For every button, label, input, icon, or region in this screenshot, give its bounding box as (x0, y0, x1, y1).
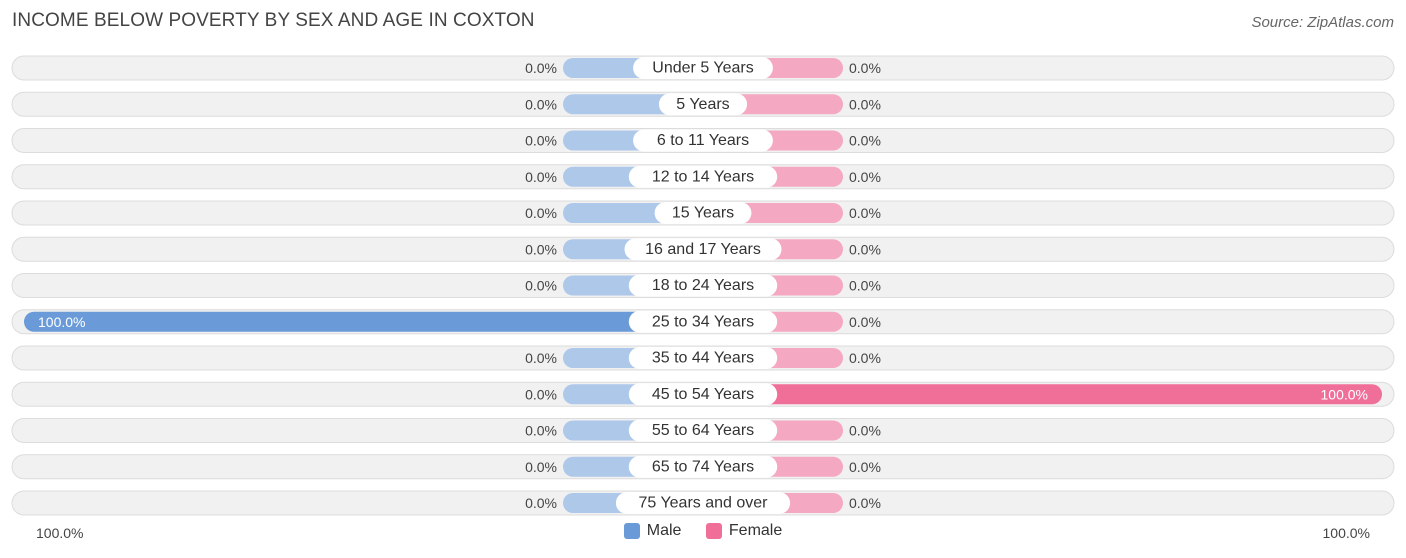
value-label-female: 0.0% (849, 495, 881, 511)
category-pill (654, 202, 752, 224)
value-label-male: 0.0% (525, 350, 557, 366)
value-label-female: 0.0% (849, 423, 881, 439)
category-label: 55 to 64 Years (652, 422, 754, 439)
value-label-male: 0.0% (525, 60, 557, 76)
value-label-male: 0.0% (525, 278, 557, 294)
category-pill (633, 129, 773, 152)
value-label-male: 100.0% (38, 314, 85, 330)
diverging-bar-chart: 0.0% 0.0% Under 5 Years 0.0% 0.0% 5 Years 0.0%… (11, 55, 1395, 516)
category-pill (628, 310, 778, 333)
legend: Male Female (0, 522, 1406, 544)
category-label: 12 to 14 Years (652, 168, 754, 185)
value-label-male: 0.0% (525, 423, 557, 439)
category-label: 16 and 17 Years (645, 241, 761, 258)
axis-right-label: 100.0% (1322, 525, 1370, 541)
category-label: 6 to 11 Years (657, 132, 749, 149)
category-label: 75 Years and over (639, 495, 769, 512)
value-label-female: 0.0% (849, 314, 881, 330)
category-label: 65 to 74 Years (652, 458, 754, 475)
legend-item-female: Female (705, 522, 783, 540)
value-label-female: 0.0% (849, 241, 881, 257)
category-label: 18 to 24 Years (652, 277, 754, 294)
value-label-male: 0.0% (525, 386, 557, 402)
category-pill (633, 57, 773, 79)
value-label-female: 0.0% (849, 205, 881, 221)
value-label-male: 0.0% (525, 133, 557, 149)
category-label: 5 Years (676, 96, 729, 113)
category-label: 45 to 54 Years (652, 386, 754, 403)
bar-female (703, 384, 1382, 405)
legend-label-male: Male (646, 522, 682, 539)
category-label: 25 to 34 Years (652, 313, 754, 330)
value-label-female: 0.0% (849, 60, 881, 76)
category-pill (658, 93, 748, 116)
legend-swatch-female (705, 523, 722, 539)
chart-title: INCOME BELOW POVERTY BY SEX AND AGE IN C… (12, 10, 535, 31)
bar-male (24, 311, 703, 332)
value-label-female: 0.0% (849, 459, 881, 475)
value-label-male: 0.0% (525, 241, 557, 257)
legend-item-male: Male (623, 522, 682, 540)
value-label-female: 0.0% (849, 350, 881, 366)
value-label-female: 0.0% (849, 169, 881, 185)
category-pill (628, 419, 778, 442)
category-pill (615, 492, 791, 514)
value-label-male: 0.0% (525, 495, 557, 511)
category-pill (628, 274, 778, 297)
category-pill (628, 347, 778, 369)
value-label-male: 0.0% (525, 459, 557, 475)
axis-left-label: 100.0% (36, 525, 84, 541)
legend-swatch-male (623, 523, 640, 539)
value-label-male: 0.0% (525, 205, 557, 221)
value-label-female: 0.0% (849, 278, 881, 294)
category-label: 35 to 44 Years (652, 350, 754, 367)
category-pill (628, 383, 778, 406)
legend-label-female: Female (728, 522, 783, 539)
category-pill (628, 455, 778, 478)
category-pill (628, 165, 778, 188)
category-pill (624, 238, 782, 261)
category-label: 15 Years (672, 205, 734, 222)
value-label-female: 0.0% (849, 96, 881, 112)
value-label-male: 0.0% (525, 169, 557, 185)
category-label: Under 5 Years (652, 60, 753, 77)
source-label: Source: ZipAtlas.com (1251, 14, 1394, 31)
value-label-female: 100.0% (1321, 386, 1368, 402)
value-label-male: 0.0% (525, 96, 557, 112)
value-label-female: 0.0% (849, 133, 881, 149)
